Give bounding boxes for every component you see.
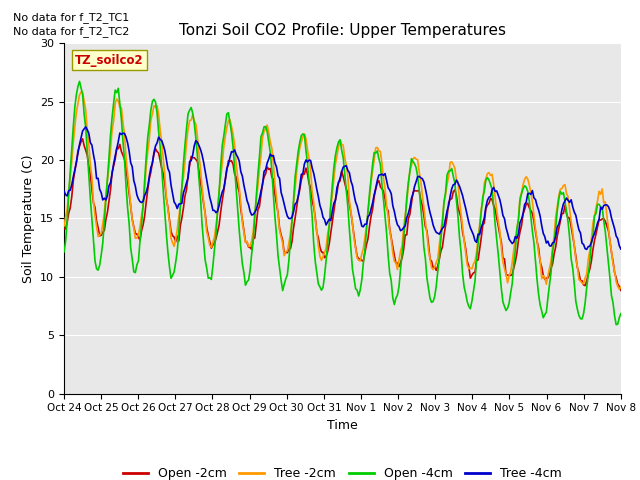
Title: Tonzi Soil CO2 Profile: Upper Temperatures: Tonzi Soil CO2 Profile: Upper Temperatur… <box>179 23 506 38</box>
Legend: Open -2cm, Tree -2cm, Open -4cm, Tree -4cm: Open -2cm, Tree -2cm, Open -4cm, Tree -4… <box>118 462 567 480</box>
Y-axis label: Soil Temperature (C): Soil Temperature (C) <box>22 154 35 283</box>
Text: TZ_soilco2: TZ_soilco2 <box>75 54 144 67</box>
Text: No data for f_T2_TC1: No data for f_T2_TC1 <box>13 12 129 23</box>
X-axis label: Time: Time <box>327 419 358 432</box>
Text: No data for f_T2_TC2: No data for f_T2_TC2 <box>13 26 129 37</box>
